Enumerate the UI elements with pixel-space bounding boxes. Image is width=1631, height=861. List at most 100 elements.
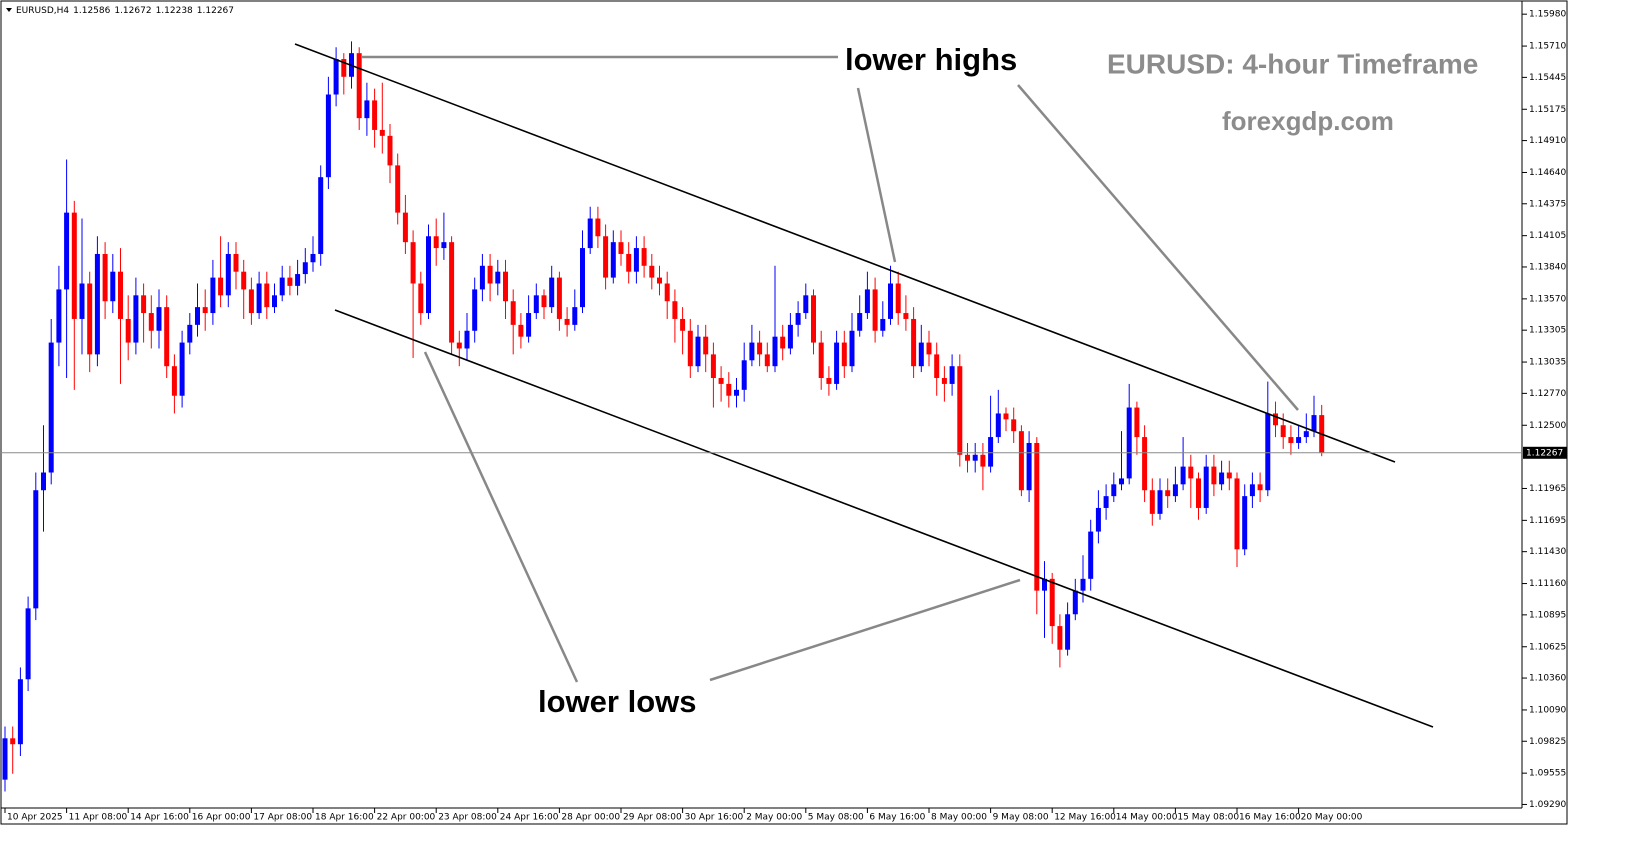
candle-body <box>1088 531 1094 579</box>
candle-body <box>272 295 277 308</box>
candle-body <box>156 307 162 331</box>
x-tick-label: 6 May 16:00 <box>869 813 925 823</box>
candle-body <box>148 313 154 331</box>
x-tick-label: 16 May 16:00 <box>1239 813 1301 823</box>
pointer-line <box>423 351 579 683</box>
candle-body <box>433 236 439 249</box>
header-high: 1.12672 <box>114 6 151 16</box>
y-tick-label: 1.14105 <box>1529 231 1566 241</box>
candle-body <box>657 277 662 284</box>
candle-body <box>418 283 424 314</box>
candle-body <box>757 342 763 355</box>
candle-body <box>1003 413 1009 420</box>
plot-area <box>2 41 1325 792</box>
candle-body <box>1311 415 1317 432</box>
candle-body <box>1280 425 1286 438</box>
candle-body <box>1234 478 1240 550</box>
candle-body <box>110 271 116 302</box>
candle-body <box>995 413 1001 438</box>
candle-body <box>195 307 200 325</box>
x-tick-label: 11 Apr 08:00 <box>69 813 128 823</box>
candle-body <box>264 283 270 308</box>
candle-body <box>556 277 562 319</box>
x-tick-label: 17 Apr 08:00 <box>253 813 312 823</box>
x-tick-label: 5 May 08:00 <box>808 813 864 823</box>
candle-body <box>379 129 385 136</box>
candle-body <box>703 336 709 355</box>
x-tick-label: 10 Apr 2025 <box>7 813 63 823</box>
candle-body <box>171 366 177 396</box>
candle-body <box>1288 437 1294 443</box>
candle-body <box>1011 419 1017 432</box>
candle-body <box>818 342 824 379</box>
y-tick-label: 1.09555 <box>1529 769 1566 779</box>
candle-body <box>841 342 847 367</box>
candle-body <box>626 253 632 272</box>
candle-body <box>202 307 208 314</box>
y-tick-label: 1.15175 <box>1529 105 1566 115</box>
candle-body <box>726 383 732 396</box>
candle-body <box>803 295 809 314</box>
candle-body <box>1172 484 1178 497</box>
candle-body <box>1188 466 1194 479</box>
candle-body <box>811 295 816 343</box>
candle-body <box>33 490 39 609</box>
y-tick-label: 1.15980 <box>1529 10 1566 20</box>
y-tick-label: 1.09825 <box>1529 737 1566 747</box>
candle-body <box>510 301 516 325</box>
candle-body <box>56 289 62 343</box>
candle-body <box>1165 490 1171 497</box>
y-tick-label: 1.10360 <box>1529 674 1566 684</box>
pointer-line <box>856 87 897 263</box>
candle-body <box>680 318 686 331</box>
y-tick-label: 1.10625 <box>1529 642 1566 652</box>
x-tick-label: 22 Apr 00:00 <box>377 813 436 823</box>
candle-body <box>718 378 724 384</box>
candle-body <box>957 366 963 455</box>
chart-frame <box>0 0 1568 825</box>
candle-body <box>1057 626 1063 650</box>
candle-body <box>1080 578 1086 591</box>
y-tick-label: 1.09290 <box>1529 800 1566 810</box>
candle-body <box>456 342 462 349</box>
pointer-line <box>709 578 1021 682</box>
annotation: forexgdp.com <box>1222 106 1394 136</box>
x-tick-label: 18 Apr 16:00 <box>315 813 374 823</box>
candle-body <box>787 324 793 349</box>
candle-body <box>141 295 147 314</box>
candle-body <box>1142 437 1148 491</box>
y-tick-label: 1.10090 <box>1529 705 1566 715</box>
candle-body <box>988 437 994 467</box>
y-tick-label: 1.14375 <box>1529 199 1566 209</box>
price-label: 1.12267 <box>1526 448 1563 458</box>
channel-lower-line <box>334 309 1434 728</box>
y-tick-label: 1.11695 <box>1529 516 1566 526</box>
candle-body <box>2 738 8 780</box>
candle-body <box>256 283 262 314</box>
candle-body <box>695 336 701 367</box>
candle-body <box>25 608 31 680</box>
candle-body <box>795 313 801 325</box>
candle-body <box>872 289 878 331</box>
candle-body <box>888 283 893 319</box>
candle-body <box>603 236 609 278</box>
candle-body <box>1273 413 1278 426</box>
y-tick-label: 1.14640 <box>1529 168 1566 178</box>
candle-body <box>1095 507 1101 532</box>
annotation: lower lows <box>538 684 696 719</box>
candle-body <box>926 342 932 355</box>
candle-body <box>1134 407 1140 438</box>
candle-body <box>965 454 970 461</box>
header-open: 1.12586 <box>73 6 110 16</box>
y-tick-label: 1.13305 <box>1529 326 1566 336</box>
candle-body <box>764 354 770 367</box>
candle-body <box>1242 496 1248 550</box>
y-tick-label: 1.11965 <box>1529 484 1566 494</box>
candle-body <box>1180 466 1186 485</box>
candle-body <box>564 318 570 325</box>
candle-body <box>664 283 670 302</box>
candle-body <box>410 242 416 284</box>
candle-body <box>333 59 339 95</box>
candle-body <box>248 289 254 314</box>
